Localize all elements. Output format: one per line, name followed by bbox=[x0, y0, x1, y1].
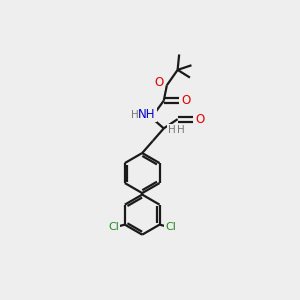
Text: O: O bbox=[195, 113, 205, 126]
Text: Cl: Cl bbox=[165, 222, 176, 232]
Text: H: H bbox=[177, 125, 184, 135]
Text: NH: NH bbox=[138, 108, 156, 121]
Text: O: O bbox=[182, 94, 191, 107]
Text: H: H bbox=[168, 125, 175, 135]
Text: H: H bbox=[130, 110, 138, 119]
Text: Cl: Cl bbox=[109, 222, 119, 232]
Text: O: O bbox=[154, 76, 164, 89]
